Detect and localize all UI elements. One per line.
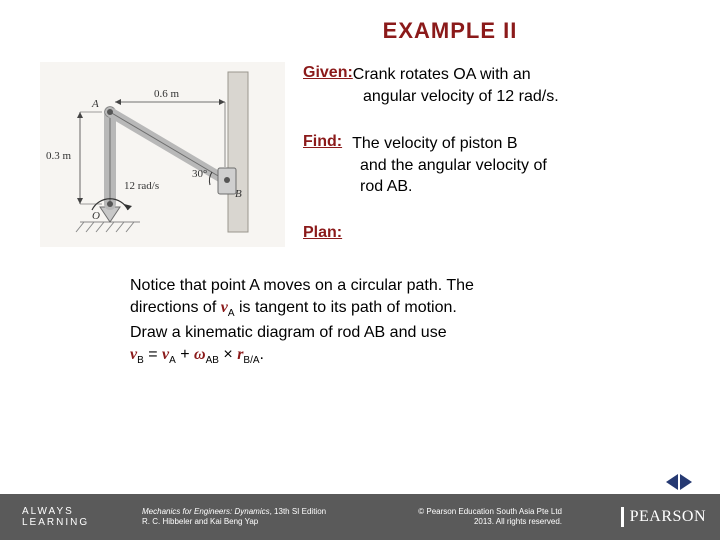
fig-label-B: B xyxy=(235,188,242,200)
given-block: Given: Crank rotates OA with an angular … xyxy=(303,64,680,107)
find-l2: and the angular velocity of xyxy=(360,155,680,177)
fig-dim-03: 0.3 m xyxy=(46,150,71,162)
find-block: Find: The velocity of piston B and the a… xyxy=(303,133,680,198)
footer-book: Mechanics for Engineers: Dynamics, 13th … xyxy=(142,507,352,528)
prev-icon[interactable] xyxy=(666,474,678,490)
plan-head: Plan: xyxy=(303,224,342,241)
footer-bar: ALWAYS LEARNING Mechanics for Engineers:… xyxy=(0,494,720,540)
body-l3: Draw a kinematic diagram of rod AB and u… xyxy=(130,322,670,344)
pearson-logo: PEARSON xyxy=(621,507,706,527)
nav-triangles[interactable] xyxy=(666,474,692,490)
footer-copyright: © Pearson Education South Asia Pte Ltd 2… xyxy=(382,507,562,528)
fig-label-O: O xyxy=(92,210,100,222)
given-l1: Crank rotates OA with an xyxy=(353,64,531,86)
next-icon[interactable] xyxy=(680,474,692,490)
fig-omega: 12 rad/s xyxy=(124,180,159,192)
find-l3: rod AB. xyxy=(360,176,680,198)
logo-bar-icon xyxy=(621,507,624,527)
plan-body: Notice that point A moves on a circular … xyxy=(40,275,680,368)
fig-angle: 30° xyxy=(192,168,207,180)
upper-row: A O B 0.3 m 0.6 m 12 rad/s 30° Given: Cr… xyxy=(40,62,680,247)
fig-dim-06: 0.6 m xyxy=(154,88,179,100)
find-l1: The velocity of piston B xyxy=(352,133,517,155)
fig-label-A: A xyxy=(92,98,99,110)
plan-block: Plan: xyxy=(303,224,680,242)
body-l2: directions of vA is tangent to its path … xyxy=(130,297,670,321)
body-l1: Notice that point A moves on a circular … xyxy=(130,275,670,297)
right-column: Given: Crank rotates OA with an angular … xyxy=(303,62,680,247)
find-head: Find: xyxy=(303,133,342,155)
example-title: EXAMPLE II xyxy=(220,18,680,44)
mechanism-figure: A O B 0.3 m 0.6 m 12 rad/s 30° xyxy=(40,62,285,247)
body-eq: vB = vA + ωAB × rB/A. xyxy=(130,344,670,368)
slide: EXAMPLE II xyxy=(0,0,720,540)
given-l2: angular velocity of 12 rad/s. xyxy=(363,86,680,108)
always-learning: ALWAYS LEARNING xyxy=(22,506,142,528)
given-head: Given: xyxy=(303,64,353,86)
